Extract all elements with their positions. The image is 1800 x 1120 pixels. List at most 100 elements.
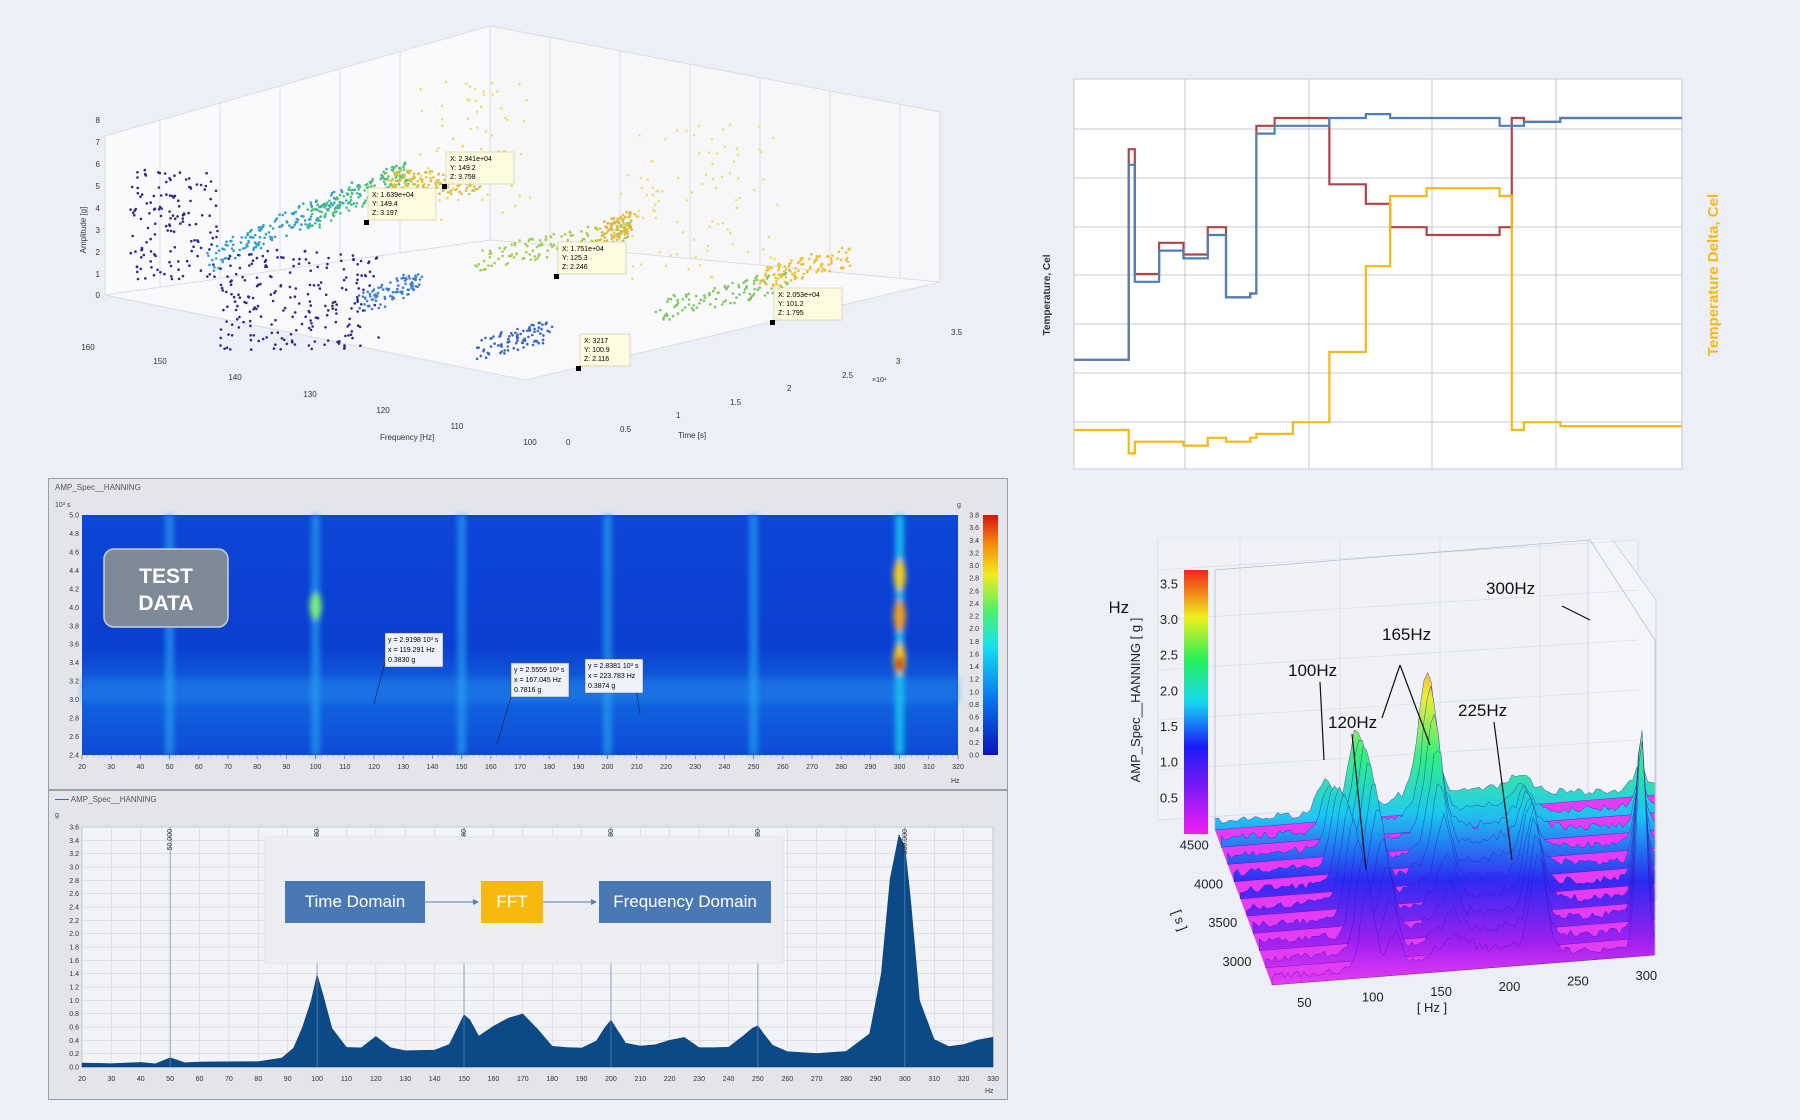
scatter-point	[745, 286, 748, 289]
scatter-point	[612, 220, 615, 224]
fft-x-tick: 30	[107, 1076, 115, 1083]
scatter-point	[165, 193, 168, 196]
scatter-point	[318, 287, 322, 290]
scatter-point	[252, 248, 255, 251]
scatter-point	[310, 347, 313, 351]
temperature-series-line	[1074, 187, 1682, 455]
scatter-point	[402, 176, 405, 179]
scatter-point	[396, 287, 399, 291]
scatter-point	[140, 193, 144, 196]
spectrogram-colorbar-tick: 0.4	[969, 727, 979, 734]
scatter-point	[685, 199, 689, 202]
scatter-point	[244, 246, 247, 250]
spectrogram-y-tick: 5.0	[69, 513, 79, 520]
scatter-point	[283, 306, 287, 310]
scatter-point	[158, 205, 162, 209]
scatter-point	[664, 264, 668, 268]
scatter-point	[327, 256, 330, 260]
scatter-point	[692, 238, 696, 241]
scatter-point	[153, 233, 157, 236]
scatter-point	[560, 235, 563, 238]
scatter-point	[367, 260, 371, 263]
scatter-point	[629, 210, 632, 214]
scatter-point	[664, 137, 667, 141]
scatter-point	[793, 271, 797, 274]
scatter-point	[615, 220, 618, 223]
scatter-point	[329, 219, 333, 222]
scatter-point	[751, 294, 754, 298]
fft-y-tick: 0.6	[69, 1025, 79, 1032]
data-tip[interactable]: X: 3217 Y: 100.9 Z: 2.116	[576, 333, 631, 371]
scatter-point	[676, 298, 679, 302]
scatter-point	[257, 243, 260, 247]
scatter-point	[373, 294, 376, 297]
scatter-point	[332, 196, 336, 200]
scatter-point	[369, 295, 372, 298]
scatter-point	[503, 349, 507, 352]
cursor-tip[interactable]: y = 2.8381 10³ s x = 223.783 Hz 0.3874 g	[584, 658, 644, 715]
scatter-point	[243, 279, 247, 282]
scatter-point	[196, 239, 199, 242]
scatter-point	[136, 191, 140, 195]
scatter-point	[409, 169, 413, 173]
scatter-point	[213, 265, 216, 269]
scatter-point	[363, 274, 367, 277]
scatter-point	[694, 255, 698, 259]
scatter-point	[284, 211, 287, 214]
scatter-point	[309, 269, 312, 272]
spectrogram-colorbar-tick: 0.8	[969, 702, 979, 709]
scatter-point	[135, 265, 139, 269]
spectrogram-x-tick: 200	[602, 764, 614, 771]
data-tip[interactable]: X: 1.751e+04 Y: 125.3 Z: 2.246	[554, 241, 627, 279]
scatter-point	[525, 250, 528, 254]
spectrogram-x-ticks: 20 30 40 50 60 70 80 90 100 110 120 130 140 150 160 170…	[78, 755, 964, 771]
spectrogram-colorbar-tick: 1.6	[969, 651, 979, 658]
freq-axis-label: Frequency [Hz]	[380, 433, 434, 442]
data-tip[interactable]: X: 2.341e+04 Y: 149.2 Z: 3.758	[442, 151, 515, 189]
scatter-point	[307, 326, 311, 330]
scatter-point	[348, 186, 351, 189]
scatter-point	[206, 275, 209, 278]
scatter-point	[312, 284, 316, 287]
scatter-point	[258, 236, 262, 239]
spectrogram-x-tick: 70	[224, 764, 232, 771]
scatter-point	[390, 179, 393, 183]
scatter-point	[615, 238, 619, 242]
scatter-point	[351, 188, 355, 192]
scatter-point	[249, 235, 253, 239]
fft-marker-label: 50.000	[167, 829, 174, 851]
time-tick: 3	[896, 357, 901, 366]
scatter-point	[250, 262, 254, 266]
scatter-point	[419, 87, 422, 91]
cursor-tip-line: 0.3830 g	[388, 657, 415, 664]
cursor-tip[interactable]: y = 2.9198 10³ s x = 119.291 Hz 0.3830 g	[373, 632, 444, 705]
scatter-point	[631, 265, 635, 268]
scatter-point	[714, 186, 718, 190]
scatter-point	[408, 277, 412, 280]
scatter-point	[158, 171, 162, 175]
scatter-point	[315, 316, 319, 320]
scatter-point	[827, 255, 830, 258]
scatter-point	[214, 204, 218, 207]
cursor-tip[interactable]: y = 2.5559 10³ s x = 167.045 Hz 0.7816 g	[496, 662, 570, 745]
time-tick: 1	[676, 411, 681, 420]
scatter-point	[704, 173, 708, 176]
scatter-point	[802, 262, 805, 266]
scatter-point	[230, 279, 233, 282]
scatter-point	[720, 175, 724, 179]
scatter-point	[383, 305, 387, 309]
scatter-point	[232, 243, 235, 247]
spectrogram-x-tick: 180	[543, 764, 555, 771]
data-tip[interactable]: X: 2.053e+04 Y: 101.2 Z: 1.795	[770, 287, 843, 325]
scatter-point	[711, 275, 714, 279]
scatter-point	[586, 234, 590, 237]
scatter-point	[382, 180, 386, 184]
scatter-point	[181, 274, 185, 278]
scatter-point	[347, 334, 350, 337]
scatter-point	[168, 260, 171, 264]
scatter-point	[261, 254, 265, 258]
scatter-point	[610, 223, 614, 226]
data-tip[interactable]: X: 1.639e+04 Y: 149.4 Z: 3.197	[364, 187, 437, 225]
scatter-point	[397, 182, 401, 186]
scatter-point	[677, 176, 680, 179]
